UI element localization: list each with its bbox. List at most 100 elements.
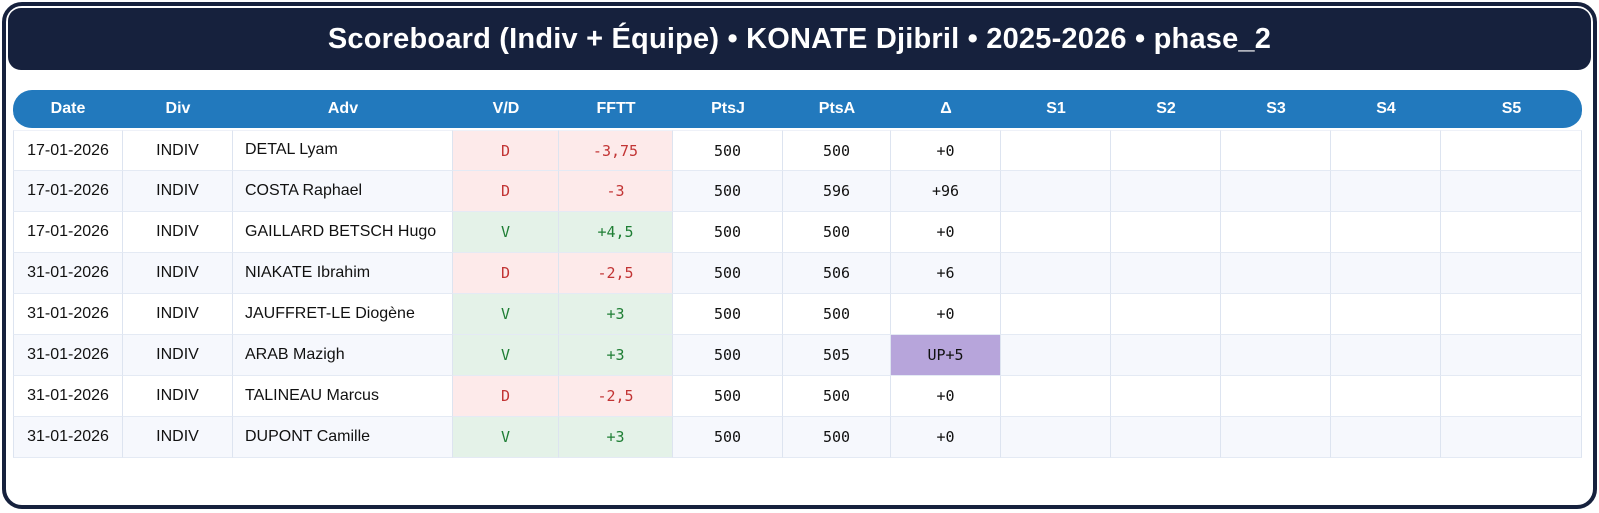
cell-fftt: +3 [559, 417, 673, 458]
cell-s3 [1221, 376, 1331, 417]
cell-vd: V [453, 294, 559, 335]
cell-adv: COSTA Raphael [233, 171, 453, 212]
page-title: Scoreboard (Indiv + Équipe) • KONATE Dji… [327, 22, 1272, 55]
cell-div: INDIV [123, 171, 233, 212]
cell-div: INDIV [123, 253, 233, 294]
table-row: 31-01-2026 INDIV NIAKATE Ibrahim D -2,5 … [13, 253, 1582, 294]
cell-ptsa: 500 [783, 212, 891, 253]
cell-date: 31-01-2026 [13, 294, 123, 335]
table-row: 31-01-2026 INDIV DUPONT Camille V +3 500… [13, 417, 1582, 458]
cell-ptsj: 500 [673, 130, 783, 171]
cell-s1 [1001, 130, 1111, 171]
cell-s1 [1001, 376, 1111, 417]
cell-s5 [1441, 376, 1582, 417]
cell-date: 17-01-2026 [13, 212, 123, 253]
cell-delta: +0 [891, 417, 1001, 458]
cell-div: INDIV [123, 294, 233, 335]
cell-s1 [1001, 417, 1111, 458]
cell-ptsj: 500 [673, 212, 783, 253]
table-row: 31-01-2026 INDIV JAUFFRET-LE Diogène V +… [13, 294, 1582, 335]
cell-s3 [1221, 253, 1331, 294]
cell-adv: ARAB Mazigh [233, 335, 453, 376]
cell-s5 [1441, 335, 1582, 376]
cell-s4 [1331, 253, 1441, 294]
cell-ptsj: 500 [673, 253, 783, 294]
table-row: 17-01-2026 INDIV DETAL Lyam D -3,75 500 … [13, 130, 1582, 171]
column-header-ptsa: PtsA [783, 90, 891, 130]
cell-ptsa: 500 [783, 294, 891, 335]
cell-s4 [1331, 335, 1441, 376]
cell-s3 [1221, 294, 1331, 335]
column-header-delta: Δ [891, 90, 1001, 130]
cell-s4 [1331, 171, 1441, 212]
cell-ptsj: 500 [673, 376, 783, 417]
scoreboard-table-wrap: Date Div Adv V/D FFTT PtsJ PtsA Δ S1 S2 … [13, 90, 1586, 458]
cell-delta: UP+5 [891, 335, 1001, 376]
cell-delta: +0 [891, 212, 1001, 253]
column-header-ptsj: PtsJ [673, 90, 783, 130]
cell-fftt: +3 [559, 294, 673, 335]
cell-vd: V [453, 212, 559, 253]
cell-s4 [1331, 417, 1441, 458]
cell-s3 [1221, 417, 1331, 458]
cell-delta: +6 [891, 253, 1001, 294]
cell-div: INDIV [123, 376, 233, 417]
cell-s5 [1441, 171, 1582, 212]
cell-s4 [1331, 376, 1441, 417]
table-row: 31-01-2026 INDIV ARAB Mazigh V +3 500 50… [13, 335, 1582, 376]
cell-vd: D [453, 130, 559, 171]
cell-s1 [1001, 212, 1111, 253]
cell-s2 [1111, 253, 1221, 294]
cell-s3 [1221, 212, 1331, 253]
cell-date: 31-01-2026 [13, 376, 123, 417]
cell-delta: +96 [891, 171, 1001, 212]
cell-fftt: -3,75 [559, 130, 673, 171]
cell-s5 [1441, 212, 1582, 253]
cell-s1 [1001, 335, 1111, 376]
cell-fftt: -3 [559, 171, 673, 212]
table-row: 17-01-2026 INDIV GAILLARD BETSCH Hugo V … [13, 212, 1582, 253]
column-header-fftt: FFTT [559, 90, 673, 130]
cell-ptsa: 505 [783, 335, 891, 376]
cell-ptsj: 500 [673, 171, 783, 212]
table-row: 17-01-2026 INDIV COSTA Raphael D -3 500 … [13, 171, 1582, 212]
column-header-div: Div [123, 90, 233, 130]
cell-adv: GAILLARD BETSCH Hugo [233, 212, 453, 253]
cell-s2 [1111, 294, 1221, 335]
scoreboard-table-body: 17-01-2026 INDIV DETAL Lyam D -3,75 500 … [13, 130, 1582, 458]
cell-ptsa: 506 [783, 253, 891, 294]
cell-adv: TALINEAU Marcus [233, 376, 453, 417]
cell-ptsj: 500 [673, 335, 783, 376]
column-header-vd: V/D [453, 90, 559, 130]
cell-adv: NIAKATE Ibrahim [233, 253, 453, 294]
cell-fftt: -2,5 [559, 376, 673, 417]
cell-adv: DETAL Lyam [233, 130, 453, 171]
cell-s4 [1331, 212, 1441, 253]
cell-ptsa: 500 [783, 417, 891, 458]
cell-s2 [1111, 171, 1221, 212]
column-header-date: Date [13, 90, 123, 130]
cell-s4 [1331, 294, 1441, 335]
scoreboard-table: Date Div Adv V/D FFTT PtsJ PtsA Δ S1 S2 … [13, 90, 1582, 458]
cell-s2 [1111, 417, 1221, 458]
cell-s5 [1441, 253, 1582, 294]
cell-s2 [1111, 335, 1221, 376]
cell-s3 [1221, 335, 1331, 376]
column-header-adv: Adv [233, 90, 453, 130]
cell-vd: D [453, 376, 559, 417]
cell-s2 [1111, 376, 1221, 417]
cell-date: 31-01-2026 [13, 253, 123, 294]
cell-fftt: +4,5 [559, 212, 673, 253]
cell-s1 [1001, 253, 1111, 294]
cell-delta: +0 [891, 294, 1001, 335]
cell-s3 [1221, 171, 1331, 212]
cell-s3 [1221, 130, 1331, 171]
cell-ptsj: 500 [673, 294, 783, 335]
column-header-s4: S4 [1331, 90, 1441, 130]
cell-s5 [1441, 294, 1582, 335]
cell-delta: +0 [891, 130, 1001, 171]
cell-s1 [1001, 294, 1111, 335]
column-header-row: Date Div Adv V/D FFTT PtsJ PtsA Δ S1 S2 … [13, 90, 1582, 130]
cell-div: INDIV [123, 130, 233, 171]
